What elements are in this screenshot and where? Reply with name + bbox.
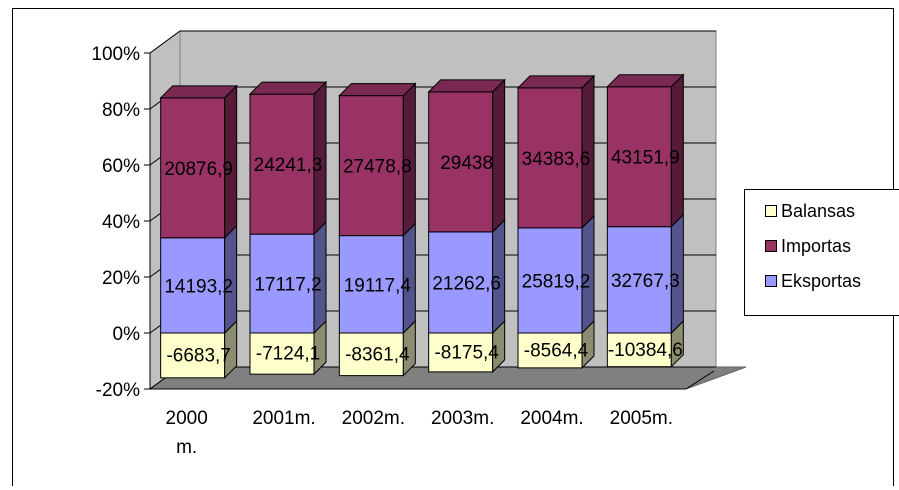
x-tick-label: 2004m. [520, 408, 583, 429]
bar-balansas-front [606, 332, 672, 368]
bar-importas-front [517, 87, 583, 229]
bar-importas-front [606, 86, 672, 228]
bar-balansas [517, 319, 595, 370]
chart-legend: Balansas Importas Eksportas [744, 189, 899, 316]
bar-balansas [428, 319, 506, 374]
legend-item-importas: Importas [765, 235, 851, 257]
x-tick-label: 2002m. [342, 408, 405, 429]
x-tick-label: 2005m. [610, 408, 673, 429]
x-axis-depth-line [685, 370, 715, 390]
gridline-side [149, 30, 181, 54]
bar-eksportas [160, 224, 238, 335]
data-label: -8564,4 [524, 340, 589, 361]
data-label: 20876,9 [164, 159, 233, 180]
bar-eksportas-front [428, 231, 494, 334]
data-label: 24241,3 [254, 155, 323, 176]
legend-swatch [765, 205, 777, 217]
data-label: -8175,4 [434, 342, 499, 363]
data-label: 27478,8 [343, 157, 412, 178]
bar-importas-front [249, 93, 315, 235]
bar-importas [428, 78, 506, 234]
bar-balansas-front [249, 332, 315, 375]
bar-top [159, 85, 238, 99]
y-tick-label: -20% [96, 380, 140, 401]
x-tick-label: 2001m. [252, 408, 315, 429]
data-label: 14193,2 [164, 276, 233, 297]
bar-eksportas [249, 220, 327, 335]
bar-eksportas [428, 218, 506, 335]
y-tick-label: 80% [102, 100, 140, 121]
bar-eksportas-front [249, 233, 315, 334]
data-label: -6683,7 [166, 345, 230, 366]
bar-eksportas-front [517, 227, 583, 334]
bar-top [606, 74, 685, 88]
legend-item-eksportas: Eksportas [765, 270, 861, 292]
bar-balansas [338, 319, 416, 377]
bar-importas-side [492, 78, 506, 234]
x-tick-label: m. [176, 437, 197, 458]
bar-balansas [160, 319, 238, 380]
bar-balansas-front [428, 332, 494, 373]
bar-importas [160, 84, 238, 240]
data-label: 32767,3 [611, 271, 680, 292]
y-tick-label: 100% [91, 44, 140, 65]
y-tick-label: 60% [102, 156, 140, 177]
legend-swatch [765, 275, 777, 287]
bar-importas-front [338, 95, 404, 237]
bar-top [516, 75, 596, 89]
legend-item-balansas: Balansas [765, 200, 855, 222]
data-label: -7124,1 [256, 344, 320, 365]
bar-top [248, 81, 328, 95]
x-tick-label: 2000 [166, 408, 208, 429]
legend-label: Eksportas [781, 270, 862, 291]
bar-top [338, 83, 417, 97]
data-label: -8361,4 [345, 344, 410, 365]
data-label: 25819,2 [522, 271, 591, 292]
legend-swatch [765, 240, 777, 252]
data-label: 29438 [440, 153, 493, 174]
y-tick-label: 20% [102, 268, 140, 289]
data-label: 34383,6 [522, 149, 591, 170]
legend-label: Balansas [781, 200, 856, 221]
bar-balansas [606, 319, 684, 368]
bar-importas [249, 80, 327, 236]
y-tick-label: 0% [113, 324, 141, 345]
data-label: 21262,6 [432, 273, 501, 294]
data-label: 19117,4 [344, 275, 412, 296]
bar-top [427, 79, 506, 93]
data-label: -10384,6 [608, 340, 683, 361]
bar-importas-front [428, 91, 494, 233]
data-label: 17117,2 [254, 275, 321, 296]
bar-importas [338, 82, 416, 237]
bar-balansas [249, 319, 327, 376]
bar-eksportas [606, 213, 684, 335]
data-label: 43151,9 [611, 148, 680, 169]
x-tick-label: 2003m. [431, 408, 494, 429]
bar-eksportas [517, 214, 595, 335]
bar-eksportas-front [160, 237, 226, 334]
y-tick-label: 40% [102, 212, 140, 233]
bar-balansas-front [517, 332, 583, 369]
legend-label: Importas [781, 235, 852, 256]
bar-importas [517, 74, 595, 230]
bar-importas [606, 73, 684, 228]
bar-importas-front [160, 97, 226, 239]
